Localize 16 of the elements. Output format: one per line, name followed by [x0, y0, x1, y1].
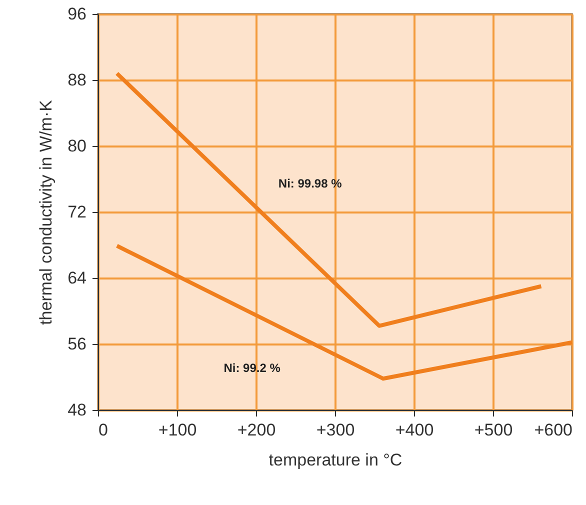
y-tick-label: 64: [68, 268, 86, 288]
y-tick-label: 96: [68, 4, 86, 24]
x-tick-label: +100: [158, 420, 197, 440]
y-axis-title: thermal conductivity in W/m·K: [36, 99, 56, 325]
x-tick-label: +200: [237, 420, 276, 440]
x-tick-label: +300: [316, 420, 355, 440]
x-tick-label: +400: [395, 420, 434, 440]
x-tick-label: +600: [534, 420, 572, 440]
y-tick-label: 56: [68, 334, 86, 354]
y-tick-label: 80: [68, 136, 86, 156]
x-tick-label: +500: [474, 420, 513, 440]
x-tick-label: 0: [98, 420, 108, 440]
y-tick-label: 88: [68, 70, 86, 90]
x-axis-title: temperature in °C: [268, 450, 402, 470]
y-tick-label: 48: [68, 400, 86, 420]
y-tick-label: 72: [68, 202, 86, 222]
